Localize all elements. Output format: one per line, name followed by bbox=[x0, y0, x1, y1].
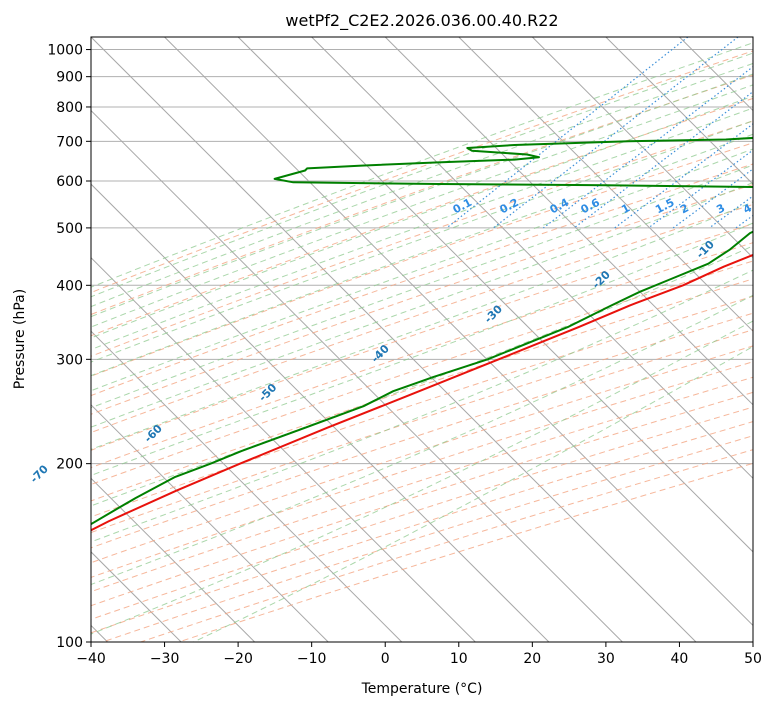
y-tick-label: 300 bbox=[56, 352, 83, 368]
y-axis-label: Pressure (hPa) bbox=[12, 289, 28, 389]
chart-title: wetPf2_C2E2.2026.036.00.40.R22 bbox=[285, 11, 558, 31]
y-tick-label: 900 bbox=[56, 70, 83, 86]
y-tick-label: 500 bbox=[56, 221, 83, 237]
x-tick-label: 30 bbox=[597, 651, 615, 667]
y-tick-label: 200 bbox=[56, 457, 83, 473]
y-tick-label: 100 bbox=[56, 635, 83, 651]
y-tick-label: 1000 bbox=[47, 43, 83, 59]
x-tick-label: −20 bbox=[223, 651, 253, 667]
x-tick-label: −30 bbox=[150, 651, 180, 667]
y-tick-label: 600 bbox=[56, 174, 83, 190]
x-tick-label: 20 bbox=[523, 651, 541, 667]
x-axis-label: Temperature (°C) bbox=[361, 681, 483, 697]
x-tick-label: 50 bbox=[744, 651, 762, 667]
y-tick-label: 700 bbox=[56, 134, 83, 150]
x-tick-label: 0 bbox=[381, 651, 390, 667]
x-tick-label: 40 bbox=[670, 651, 688, 667]
x-tick-label: 10 bbox=[450, 651, 468, 667]
x-tick-label: −40 bbox=[76, 651, 106, 667]
y-tick-label: 400 bbox=[56, 278, 83, 294]
y-tick-label: 800 bbox=[56, 100, 83, 116]
x-tick-label: −10 bbox=[297, 651, 327, 667]
